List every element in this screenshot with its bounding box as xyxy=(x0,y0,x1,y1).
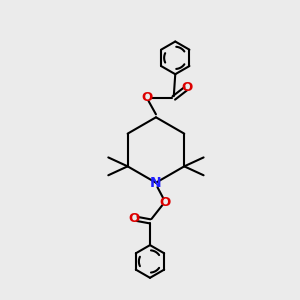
Text: O: O xyxy=(141,92,153,104)
Text: N: N xyxy=(150,176,162,190)
Text: O: O xyxy=(128,212,139,225)
Text: O: O xyxy=(159,196,170,208)
Text: O: O xyxy=(182,81,193,94)
